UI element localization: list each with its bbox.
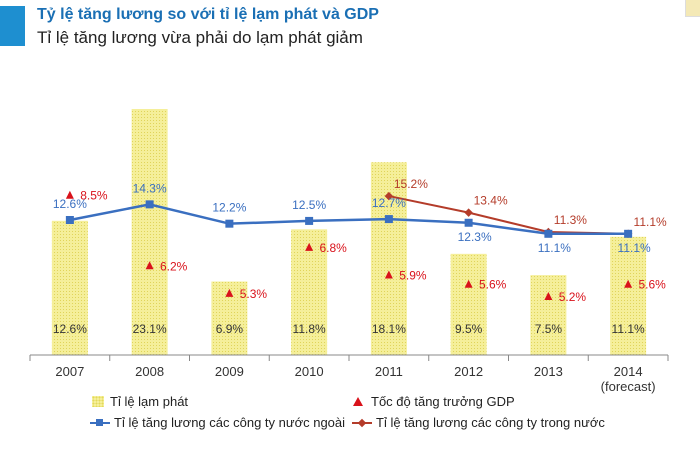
foreign-marker: [624, 229, 633, 238]
chart-subtitle: Tỉ lệ tăng lương vừa phải do lạm phát gi…: [37, 28, 363, 47]
inflation-bar-label: 7.5%: [535, 322, 563, 336]
chart-title: Tỷ lệ tăng lương so với tỉ lệ lạm phát v…: [37, 6, 379, 23]
foreign-marker: [305, 216, 314, 225]
inflation-bar: [51, 220, 88, 355]
x-tick-label: 2007: [55, 364, 84, 379]
legend-item-gdp: Tốc độ tăng trưởng GDP: [353, 394, 515, 409]
foreign-label: 11.1%: [618, 241, 651, 255]
domestic-marker: [384, 191, 394, 201]
foreign-label: 12.6%: [53, 197, 87, 211]
gdp-label: 6.2%: [160, 259, 188, 273]
gdp-label: 5.6%: [479, 278, 507, 292]
domestic-label: 13.4%: [474, 194, 508, 208]
inflation-bar-label: 12.6%: [53, 322, 87, 336]
gdp-label: 8.5%: [80, 189, 108, 203]
gdp-marker: [464, 279, 473, 288]
gdp-marker: [624, 279, 633, 288]
x-tick-label: 2014: [614, 364, 643, 379]
x-tick-label: 2011: [375, 364, 403, 379]
legend-label-foreign: Tỉ lệ tăng lương các công ty nước ngoài: [114, 415, 346, 430]
gdp-marker: [544, 292, 553, 300]
domestic-label: 15.2%: [394, 177, 428, 191]
legend-swatch-blue-line: [90, 418, 110, 428]
inflation-bar: [131, 109, 168, 355]
x-tick-label: 2008: [135, 364, 164, 379]
domestic-label: 11.3%: [554, 213, 587, 227]
legend-label-gdp: Tốc độ tăng trưởng GDP: [371, 394, 515, 409]
domestic-marker: [464, 208, 473, 217]
inflation-bar-label: 6.9%: [216, 322, 244, 336]
gdp-marker: [384, 270, 393, 279]
gdp-label: 5.3%: [240, 287, 268, 301]
gdp-marker: [305, 242, 314, 251]
foreign-label: 14.3%: [133, 181, 167, 195]
legend-item-inflation: Tỉ lệ lạm phát: [92, 394, 188, 409]
legend-swatch-bar: [92, 396, 104, 407]
domestic-label: 11.1%: [634, 215, 667, 229]
foreign-marker: [145, 200, 154, 209]
x-tick-label: 2009: [215, 364, 244, 379]
x-tick-label: 2012: [454, 364, 483, 379]
legend-label-inflation: Tỉ lệ lạm phát: [110, 394, 189, 409]
inflation-bar: [610, 236, 647, 355]
foreign-marker: [544, 229, 553, 238]
gdp-marker: [65, 190, 74, 199]
inflation-bar-label: 23.1%: [133, 322, 167, 336]
legend-item-domestic: Tỉ lệ tăng lương các công ty trong nước: [352, 415, 605, 430]
foreign-label: 12.5%: [292, 198, 326, 212]
foreign-salary-line: [69, 203, 629, 236]
gdp-label: 6.8%: [319, 241, 347, 255]
foreign-marker: [384, 215, 393, 224]
foreign-marker: [225, 219, 234, 228]
gdp-marker: [225, 288, 234, 297]
foreign-marker: [464, 218, 473, 227]
lightbulb-icon: [685, 0, 700, 17]
inflation-bar-label: 18.1%: [372, 322, 406, 336]
x-tick-label: 2013: [534, 364, 563, 379]
legend-label-domestic: Tỉ lệ tăng lương các công ty trong nước: [376, 415, 605, 430]
gdp-label: 5.9%: [399, 269, 427, 283]
inflation-bar-label: 9.5%: [455, 322, 483, 336]
foreign-label: 12.3%: [458, 230, 492, 244]
legend-swatch-red-line: [352, 418, 372, 428]
legend-swatch-triangle: [353, 397, 363, 406]
inflation-bar: [530, 275, 567, 355]
gdp-label: 5.6%: [638, 278, 666, 292]
title-accent-bar: [0, 6, 25, 46]
legend-item-foreign: Tỉ lệ tăng lương các công ty nước ngoài: [90, 415, 345, 430]
inflation-bar-label: 11.1%: [612, 322, 645, 336]
foreign-marker: [65, 216, 74, 224]
x-tick-sublabel: (forecast): [601, 379, 656, 394]
gdp-marker: [145, 261, 154, 270]
foreign-label: 11.1%: [538, 241, 571, 255]
foreign-label: 12.7%: [372, 196, 406, 210]
x-tick-label: 2010: [295, 364, 324, 379]
foreign-label: 12.2%: [212, 201, 246, 215]
inflation-bar-label: 11.8%: [293, 322, 326, 336]
inflation-bar: [450, 253, 487, 355]
gdp-label: 5.2%: [559, 290, 587, 304]
